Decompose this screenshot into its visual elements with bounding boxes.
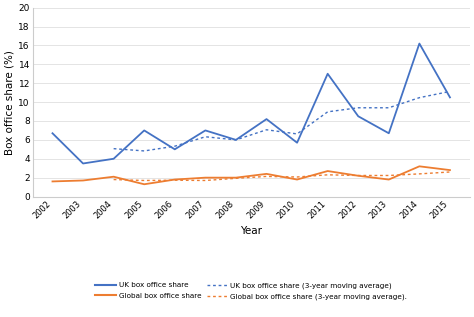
X-axis label: Year: Year bbox=[240, 226, 262, 236]
Y-axis label: Box office share (%): Box office share (%) bbox=[4, 50, 14, 155]
Legend: UK box office share, Global box office share, UK box office share (3-year moving: UK box office share, Global box office s… bbox=[92, 280, 410, 303]
